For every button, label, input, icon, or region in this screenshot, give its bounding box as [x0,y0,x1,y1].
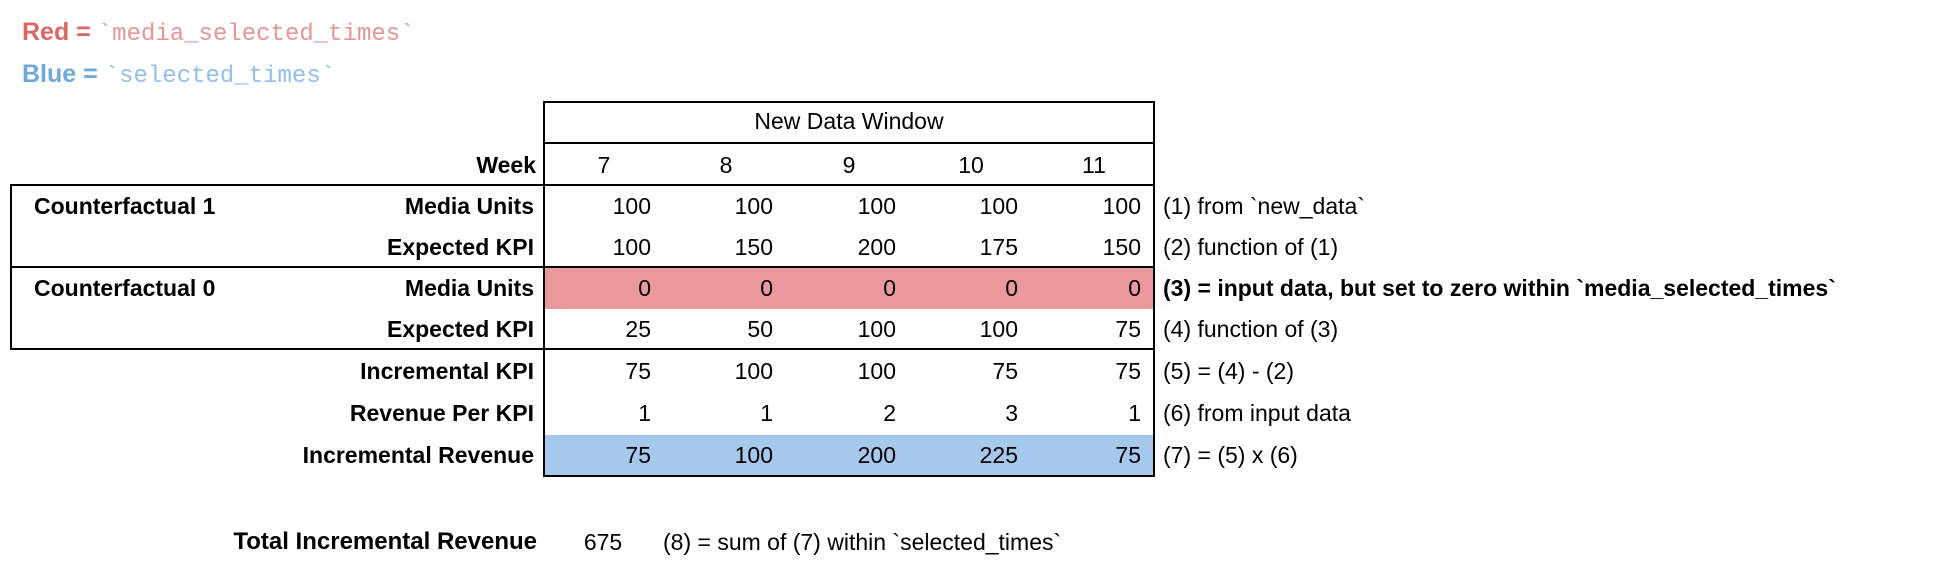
table-cell: 150 [1102,234,1141,260]
table-cell: 25 [625,316,651,342]
blue-highlight-row [545,435,1153,475]
row-label: Media Units [404,193,534,219]
table-cell: 150 [734,234,773,260]
legend-red-word: Red [22,18,70,46]
annotation-4: (4) function of (3) [1163,316,1339,342]
table-cell: 100 [734,358,773,384]
table-cell-blue: 225 [979,442,1018,468]
table-cell: 100 [857,316,896,342]
week-header: 11 [1082,152,1106,178]
table-cell: 100 [979,316,1018,342]
table-cell-red: 0 [1005,275,1018,301]
legend-red-line: Red = `media_selected_times` [22,12,415,55]
row-label: Revenue Per KPI [349,400,534,426]
red-highlight-row [545,268,1153,309]
table-cell: 75 [1115,316,1141,342]
legend-blue-equals: = [76,60,105,88]
table-cell: 100 [612,193,651,219]
table-cell: 3 [1005,400,1018,426]
left-box-edge-line [10,184,12,350]
week-header: 7 [597,152,611,178]
table-cell-blue: 200 [857,442,896,468]
table-cell-blue: 100 [734,442,773,468]
counterfactual1-top-line [10,184,1155,186]
header-divider-line [543,142,1155,144]
table-cell: 100 [612,234,651,260]
table-cell-red: 0 [1128,275,1141,301]
total-incremental-revenue-label: Total Incremental Revenue [233,528,537,555]
annotation-1: (1) from `new_data` [1163,193,1365,219]
table-cell: 2 [883,400,896,426]
legend-red-equals: = [69,18,98,46]
legend-blue-word: Blue [22,60,77,88]
legend-blue-code: `selected_times` [104,63,336,90]
row-label: Expected KPI [387,234,534,260]
annotation-2: (2) function of (1) [1163,234,1339,260]
row-label: Incremental Revenue [302,442,534,468]
table-cell: 100 [857,193,896,219]
table-cell-blue: 75 [1115,442,1141,468]
annotation-5: (5) = (4) - (2) [1163,358,1294,384]
table-cell: 75 [992,358,1018,384]
total-incremental-revenue-value: 675 [583,529,623,555]
table-cell: 1 [1128,400,1141,426]
table-cell: 100 [734,193,773,219]
new-data-window-header: New Data Window [754,108,944,134]
table-cell-blue: 75 [625,442,651,468]
table-cell: 100 [979,193,1018,219]
row-label: Incremental KPI [360,358,534,384]
legend-red-code: `media_selected_times` [97,21,415,48]
annotation-6: (6) from input data [1163,400,1351,426]
group-label-counterfactual-0: Counterfactual 0 [34,275,216,301]
annotation-3: (3) = input data, but set to zero within… [1163,275,1836,301]
table-cell: 100 [857,358,896,384]
table-cell: 75 [1115,358,1141,384]
counterfactual0-bottom-line [10,348,1155,350]
table-cell: 75 [625,358,651,384]
week-header: 10 [958,152,984,178]
row-label: Expected KPI [387,316,534,342]
group-label-counterfactual-1: Counterfactual 1 [34,193,216,219]
table-cell: 175 [979,234,1018,260]
table-cell: 1 [760,400,773,426]
week-row-label: Week [476,152,536,178]
table-cell-red: 0 [883,275,896,301]
week-header: 9 [842,152,856,178]
legend-blue-line: Blue = `selected_times` [22,54,335,97]
annotation-8: (8) = sum of (7) within `selected_times` [663,529,1062,555]
row-label: Media Units [404,275,534,301]
annotation-7: (7) = (5) x (6) [1163,442,1298,468]
table-cell: 1 [638,400,651,426]
table-cell: 50 [747,316,773,342]
table-cell: 200 [857,234,896,260]
table-cell: 100 [1102,193,1141,219]
table-cell-red: 0 [760,275,773,301]
week-header: 8 [719,152,733,178]
data-window-border [543,101,1155,477]
table-cell-red: 0 [638,275,651,301]
counterfactual0-top-line [10,266,1155,268]
